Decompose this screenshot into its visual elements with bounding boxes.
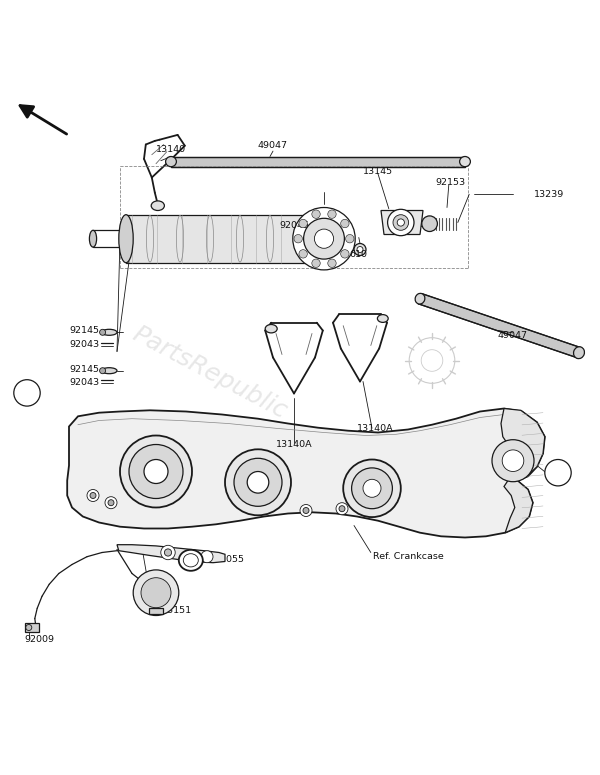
Polygon shape (25, 622, 39, 632)
Text: Ref. Crankcase: Ref. Crankcase (373, 553, 444, 561)
Circle shape (397, 219, 404, 226)
Polygon shape (418, 294, 581, 358)
Ellipse shape (101, 367, 117, 374)
Text: 92009: 92009 (24, 635, 54, 644)
Circle shape (303, 508, 309, 514)
Circle shape (312, 210, 320, 219)
Circle shape (90, 492, 96, 498)
Circle shape (141, 577, 171, 608)
Polygon shape (501, 408, 545, 532)
Text: 13140A: 13140A (356, 424, 394, 432)
Text: A: A (554, 467, 562, 477)
Ellipse shape (265, 325, 277, 333)
Text: 92145: 92145 (69, 326, 99, 335)
Circle shape (299, 219, 307, 228)
Circle shape (346, 235, 354, 243)
Ellipse shape (306, 217, 318, 260)
Circle shape (343, 460, 401, 517)
Text: 49047: 49047 (498, 331, 528, 339)
Circle shape (357, 246, 363, 253)
Circle shape (339, 506, 345, 512)
Text: 13151: 13151 (162, 606, 192, 615)
Polygon shape (67, 408, 545, 538)
Text: 13140: 13140 (156, 145, 186, 153)
Text: 92055: 92055 (215, 555, 245, 564)
Circle shape (161, 546, 175, 560)
Circle shape (341, 219, 349, 228)
Text: 49047: 49047 (258, 140, 288, 150)
Circle shape (100, 329, 106, 336)
Circle shape (388, 209, 414, 236)
Circle shape (108, 500, 114, 506)
Circle shape (164, 549, 172, 556)
Circle shape (293, 208, 355, 270)
Text: 13145: 13145 (363, 167, 393, 176)
Circle shape (225, 449, 291, 515)
Polygon shape (117, 545, 225, 563)
Ellipse shape (26, 625, 32, 631)
Ellipse shape (460, 157, 470, 167)
Circle shape (87, 490, 99, 501)
Circle shape (294, 235, 302, 243)
Circle shape (341, 250, 349, 258)
Circle shape (105, 497, 117, 508)
Text: 610: 610 (350, 250, 368, 259)
Text: A: A (23, 388, 31, 398)
Circle shape (336, 503, 348, 515)
Text: 92045: 92045 (279, 221, 309, 230)
Circle shape (492, 439, 534, 482)
Text: 92043: 92043 (69, 378, 99, 388)
Circle shape (299, 250, 307, 258)
Text: 13140A: 13140A (275, 440, 313, 449)
Polygon shape (149, 608, 163, 615)
Circle shape (14, 380, 40, 406)
Ellipse shape (415, 294, 425, 304)
Circle shape (304, 219, 344, 259)
Circle shape (393, 215, 409, 230)
Circle shape (129, 445, 183, 498)
Ellipse shape (574, 346, 584, 359)
Circle shape (234, 458, 282, 506)
Circle shape (354, 243, 366, 256)
Circle shape (100, 367, 106, 374)
Text: 13239: 13239 (534, 190, 564, 199)
Circle shape (300, 505, 312, 516)
Circle shape (422, 216, 437, 232)
Circle shape (328, 210, 336, 219)
Ellipse shape (119, 215, 133, 263)
Ellipse shape (151, 201, 164, 211)
Polygon shape (171, 157, 465, 167)
Text: 92153: 92153 (435, 177, 465, 187)
Ellipse shape (179, 549, 203, 571)
Text: PartsRepublic: PartsRepublic (128, 322, 292, 423)
Circle shape (312, 259, 320, 267)
Circle shape (363, 479, 381, 498)
Ellipse shape (89, 230, 97, 247)
Circle shape (247, 471, 269, 493)
Text: 92043: 92043 (69, 339, 99, 349)
Circle shape (328, 259, 336, 267)
Ellipse shape (184, 553, 198, 567)
Circle shape (120, 436, 192, 508)
Circle shape (352, 468, 392, 508)
Polygon shape (126, 215, 312, 263)
Circle shape (545, 460, 571, 486)
Circle shape (133, 570, 179, 615)
Circle shape (144, 460, 168, 484)
Text: 92145: 92145 (69, 365, 99, 374)
Circle shape (502, 450, 524, 471)
Ellipse shape (166, 157, 176, 167)
Circle shape (201, 551, 213, 563)
Ellipse shape (377, 315, 388, 322)
Polygon shape (381, 211, 423, 235)
Circle shape (314, 229, 334, 248)
Ellipse shape (101, 329, 117, 336)
